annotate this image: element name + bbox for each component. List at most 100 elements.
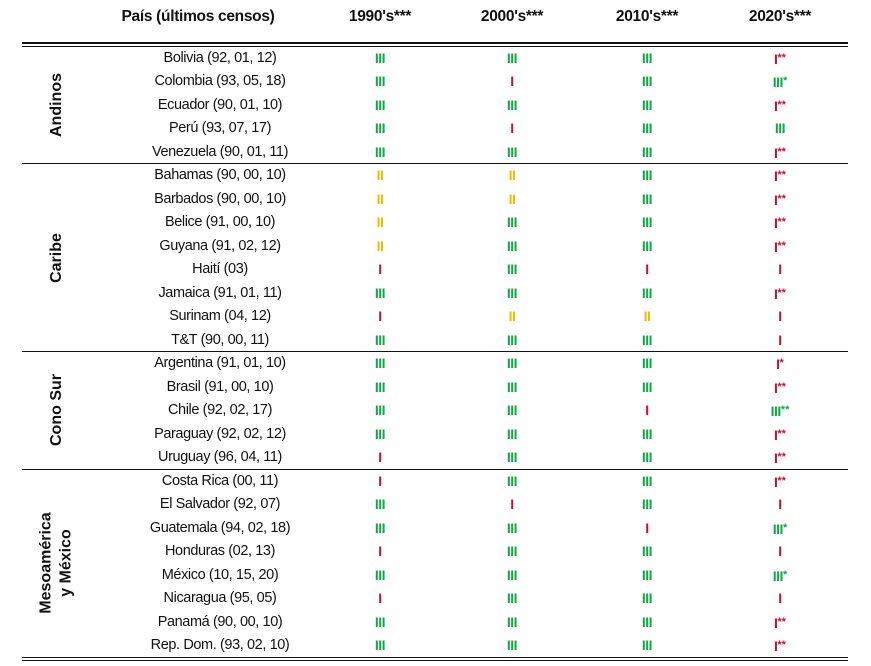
header-2010s: 2010's*** [615,8,679,25]
rating-footnote: * [782,521,788,534]
rating-mark: III [374,284,386,301]
rating-cell: III [452,611,572,635]
rating-cell: III* [720,70,840,94]
table-row: Venezuela (90, 01, 11) III III III I** [22,141,848,165]
rating-footnote: ** [777,98,786,111]
table-row: Costa Rica (00, 11) I III III I** [22,470,848,494]
rating-cell: III [320,376,440,400]
rating-mark: I [774,379,778,396]
rating-cell: I [320,540,440,564]
rating-mark: I [645,402,649,418]
rating-cell: I** [720,47,840,71]
rating-mark: I [510,120,514,136]
rating-mark: I [774,473,778,490]
rating-cell: I** [720,164,840,188]
rating-cell: I** [720,470,840,494]
table-row: Rep. Dom. (93, 02, 10) III III III I** [22,634,848,658]
table-row: Honduras (02, 13) I III III I [22,540,848,564]
rating-footnote: * [782,75,788,87]
rating-cell: III [320,141,440,165]
rating-cell: I [720,587,840,611]
country-cell: Guyana (91, 02, 12) [159,237,281,254]
rating-footnote: ** [777,169,786,181]
rating-cell: II [320,188,440,212]
rating-cell: I [587,258,707,282]
rating-mark: III [506,637,518,653]
rating-mark: III [506,355,518,371]
rating-footnote: ** [777,239,786,252]
country-cell: Rep. Dom. (93, 02, 10) [150,637,290,653]
region-group: Andinos Bolivia (92, 01, 12) III III III I** C… [22,47,848,165]
rating-cell: I [320,587,440,611]
rating-mark: III [506,449,518,465]
country-cell: Bolivia (92, 01, 12) [163,49,277,66]
rating-mark: II [643,308,651,324]
table-row: Chile (92, 02, 17) III III I III** [22,399,848,423]
rating-cell: II [320,164,440,188]
rating-mark: III [641,472,653,489]
rating-mark: I [774,191,778,208]
rating-cell: III [320,47,440,71]
rating-cell: III* [720,564,840,588]
rating-mark: I [774,97,778,114]
rating-cell: III [452,47,572,71]
rating-cell: III [320,329,440,353]
rating-cell: III [587,94,707,118]
rating-footnote: ** [780,404,790,416]
rating-cell: III [587,587,707,611]
rating-cell: III [452,282,572,306]
rating-cell: III [587,470,707,494]
rating-cell: III [452,399,572,423]
rating-mark: I [774,426,778,443]
country-cell: Ecuador (90, 01, 10) [157,96,283,113]
rating-cell: III [587,564,707,588]
table-row: Guatemala (94, 02, 18) III III I III* [22,517,848,541]
country-cell: Paraguay (92, 02, 12) [154,425,286,442]
rating-mark: I [510,73,514,89]
rating-cell: III [320,564,440,588]
rating-mark: I [778,261,782,277]
rating-mark: III [641,566,653,583]
rating-cell: I [320,258,440,282]
rating-mark: III [772,74,784,90]
rating-cell: II [587,305,707,329]
rating-mark: II [376,167,384,183]
rating-footnote: ** [777,380,786,393]
rating-footnote: ** [777,145,786,158]
rating-mark: III [374,331,386,348]
rating-cell: III [452,352,572,376]
rating-mark: III [641,96,653,113]
rating-footnote: ** [777,615,786,628]
rating-mark: III [641,543,653,559]
rating-cell: III [320,70,440,94]
table-row: Argentina (91, 01, 10) III III III I* [22,352,848,376]
rating-cell: III [452,141,572,165]
rating-mark: III [374,566,386,583]
rating-cell: III [452,540,572,564]
country-cell: Chile (92, 02, 17) [167,402,273,418]
table-row: Panamá (90, 00, 10) III III III I** [22,611,848,635]
rating-cell: III [320,423,440,447]
rating-cell: III [452,517,572,541]
country-cell: Argentina (91, 01, 10) [154,355,286,371]
footer-rule [22,659,848,661]
rating-cell: I [320,446,440,470]
rating-mark: III [506,214,518,230]
rating-mark: II [376,237,384,254]
rating-mark: III [506,284,518,301]
rating-cell: II [320,235,440,259]
rating-cell: III [587,376,707,400]
rating-cell: I [587,517,707,541]
rating-mark: III [374,613,386,630]
rating-mark: I [774,238,778,255]
rating-mark: III [641,49,653,66]
country-cell: Perú (93, 07, 17) [168,120,271,136]
rating-footnote: ** [777,474,786,487]
rating-cell: I [587,399,707,423]
country-cell: El Salvador (92, 07) [159,496,281,512]
rating-cell: I** [720,611,840,635]
rating-mark: III [506,402,518,418]
rating-cell: III [452,376,572,400]
rating-cell: I** [720,188,840,212]
rating-cell: I [452,117,572,141]
